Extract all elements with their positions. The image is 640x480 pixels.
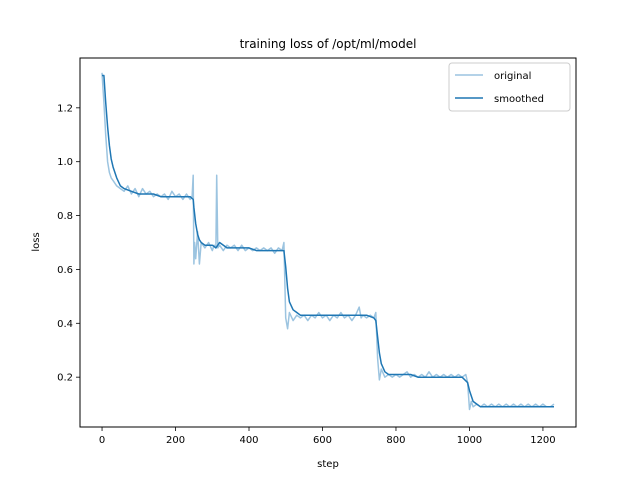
x-tick-label: 800 <box>386 435 405 446</box>
legend-label-original: original <box>494 71 531 82</box>
x-tick-label: 1000 <box>457 435 482 446</box>
y-tick-label: 0.6 <box>57 265 73 276</box>
axes-frame <box>79 57 577 428</box>
x-tick-label: 0 <box>99 435 105 446</box>
x-tick-label: 1200 <box>530 435 555 446</box>
axis-ticks: 0 200 400 600 800 1000 1200 0.2 0.4 0.6 0.8 1.0 1.2 <box>57 103 556 446</box>
legend: original smoothed <box>448 62 571 112</box>
y-tick-label: 0.2 <box>57 373 73 384</box>
series-line-original <box>101 72 555 411</box>
x-tick-label: 600 <box>313 435 332 446</box>
legend-label-smoothed: smoothed <box>494 94 544 105</box>
x-tick-label: 400 <box>239 435 258 446</box>
y-tick-label: 0.8 <box>57 211 73 222</box>
y-tick-label: 1.2 <box>57 103 73 114</box>
y-tick-label: 0.4 <box>57 319 73 330</box>
series-line-smoothed <box>102 74 554 408</box>
y-axis-label: loss <box>31 232 42 251</box>
chart-title: training loss of /opt/ml/model <box>240 37 417 51</box>
plot-area <box>101 72 555 411</box>
y-tick-label: 1.0 <box>57 157 73 168</box>
x-tick-label: 200 <box>166 435 185 446</box>
x-axis-label: step <box>317 459 339 470</box>
